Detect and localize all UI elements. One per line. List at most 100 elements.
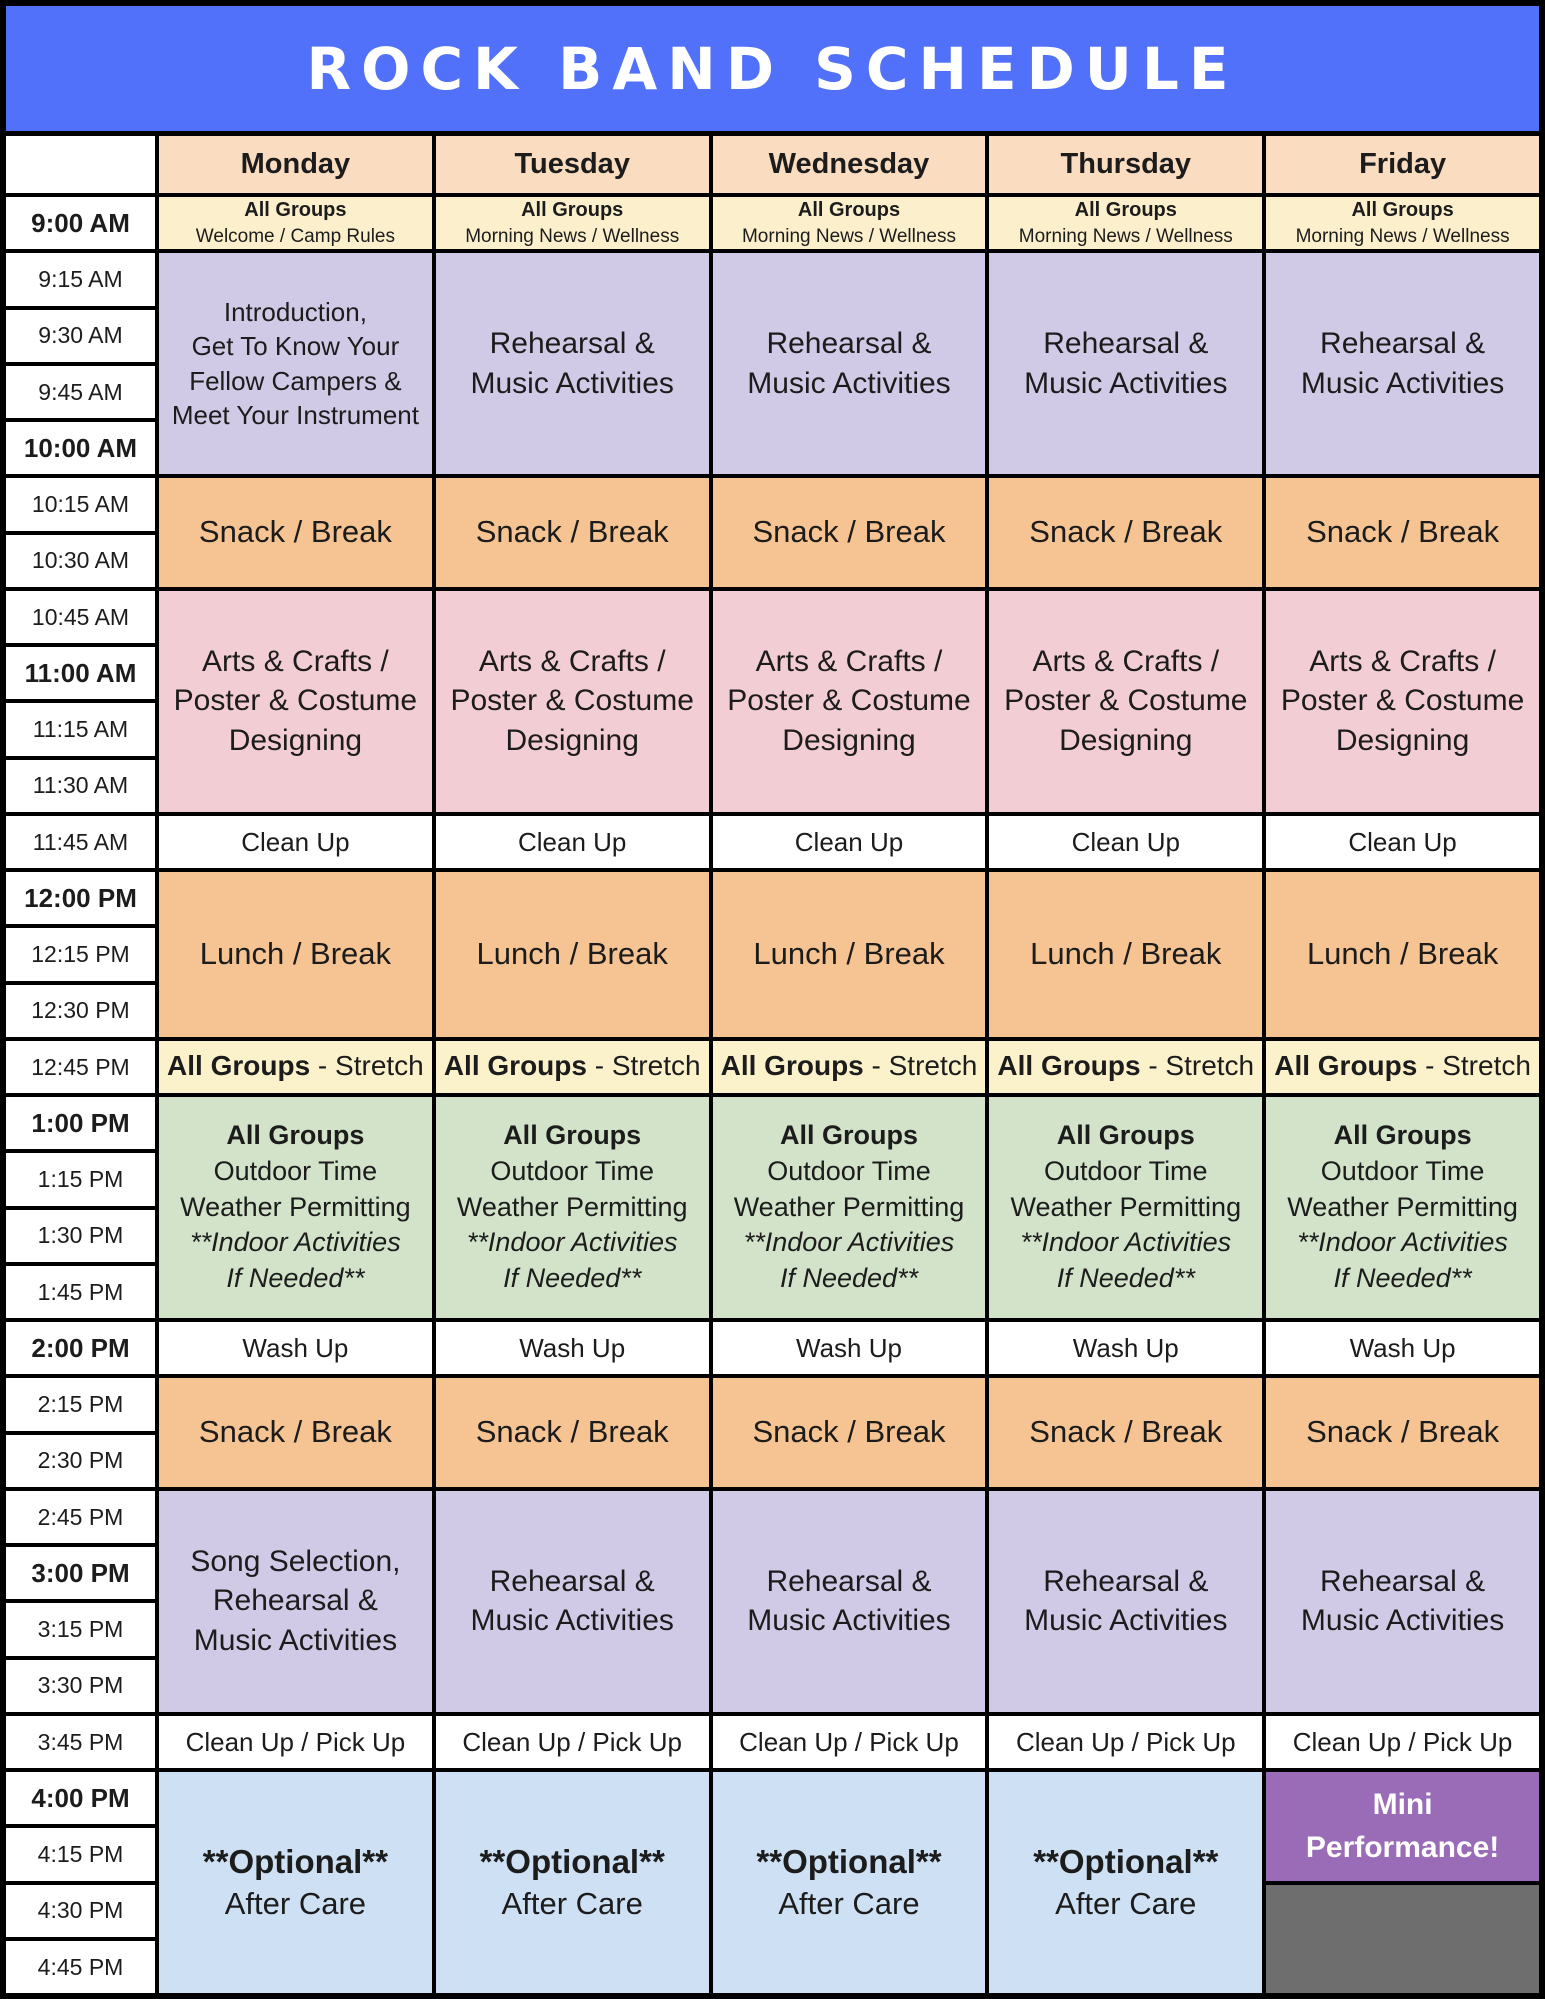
cell-thursday-arts-crafts: Arts & Crafts / Poster & Costume Designi… bbox=[989, 590, 1263, 812]
cell-line: All Groups bbox=[244, 199, 347, 222]
day-header-wednesday: Wednesday bbox=[712, 136, 986, 193]
cell-monday-lunch: Lunch / Break bbox=[159, 872, 432, 1037]
cell-line: Arts & Crafts / bbox=[1032, 644, 1220, 678]
time-label: 10:45 AM bbox=[6, 590, 155, 643]
cell-line: - Stretch bbox=[310, 1050, 424, 1082]
cell-line: Rehearsal & bbox=[212, 1584, 378, 1618]
cell-tuesday-rehearsal-am: Rehearsal & Music Activities bbox=[435, 253, 709, 475]
cell-line: Rehearsal & bbox=[489, 327, 655, 361]
cell-line: All Groups bbox=[1274, 1050, 1418, 1082]
cell-thursday-wash-up: Wash Up bbox=[989, 1322, 1263, 1375]
cell-wednesday-wash-up: Wash Up bbox=[712, 1322, 986, 1375]
cell-line: All Groups bbox=[167, 1050, 311, 1082]
cell-friday-outdoor: All Groups Outdoor Time Weather Permitti… bbox=[1266, 1097, 1539, 1318]
cell-line: Poster & Costume bbox=[727, 684, 971, 718]
cell-line: If Needed** bbox=[1056, 1262, 1195, 1293]
cell-thursday-lunch: Lunch / Break bbox=[989, 872, 1263, 1037]
day-header-friday: Friday bbox=[1266, 136, 1539, 193]
time-label: 11:30 AM bbox=[6, 759, 155, 812]
time-label: 10:30 AM bbox=[6, 534, 155, 587]
cell-line: Poster & Costume bbox=[173, 684, 418, 718]
cell-friday-clean-up-pick-up: Clean Up / Pick Up bbox=[1266, 1715, 1539, 1768]
cell-line: Outdoor Time bbox=[1044, 1156, 1208, 1187]
cell-friday-rehearsal-am: Rehearsal & Music Activities bbox=[1266, 253, 1539, 475]
cell-line: Rehearsal & bbox=[1320, 327, 1486, 361]
cell-line: After Care bbox=[501, 1885, 643, 1921]
day-header-thursday: Thursday bbox=[989, 136, 1263, 193]
cell-friday-stretch: All Groups - Stretch bbox=[1266, 1040, 1539, 1093]
cell-line: All Groups bbox=[797, 199, 901, 222]
cell-tuesday-after-care: **Optional** After Care bbox=[435, 1772, 709, 1993]
time-label: 12:00 PM bbox=[6, 872, 155, 925]
cell-line: Designing bbox=[228, 724, 363, 758]
time-label: 9:15 AM bbox=[6, 253, 155, 306]
cell-monday-clean-up: Clean Up bbox=[159, 815, 432, 868]
cell-line: Weather Permitting bbox=[733, 1191, 965, 1222]
cell-line: Outdoor Time bbox=[767, 1156, 931, 1187]
cell-line: - Stretch bbox=[863, 1050, 978, 1082]
cell-line: Music Activities bbox=[470, 366, 674, 400]
time-label: 1:15 PM bbox=[6, 1153, 155, 1206]
cell-thursday-morning-meeting: All Groups Morning News / Wellness bbox=[989, 197, 1263, 250]
corner-cell bbox=[6, 136, 155, 193]
cell-line: Arts & Crafts / bbox=[478, 644, 666, 678]
cell-line: All Groups bbox=[1333, 1120, 1472, 1151]
cell-line: - Stretch bbox=[1417, 1050, 1531, 1082]
cell-line: Welcome / Camp Rules bbox=[195, 225, 395, 247]
cell-wednesday-snack-pm: Snack / Break bbox=[712, 1378, 986, 1487]
cell-line: Morning News / Wellness bbox=[1018, 225, 1233, 247]
cell-monday-stretch: All Groups - Stretch bbox=[159, 1040, 432, 1093]
cell-wednesday-morning-meeting: All Groups Morning News / Wellness bbox=[712, 197, 986, 250]
cell-wednesday-clean-up-pick-up: Clean Up / Pick Up bbox=[712, 1715, 986, 1768]
cell-line: **Optional** bbox=[1033, 1843, 1219, 1881]
cell-tuesday-morning-meeting: All Groups Morning News / Wellness bbox=[435, 197, 709, 250]
cell-line: Get To Know Your bbox=[191, 331, 400, 362]
cell-line: Weather Permitting bbox=[180, 1191, 411, 1222]
time-label: 4:45 PM bbox=[6, 1940, 155, 1993]
cell-tuesday-snack-pm: Snack / Break bbox=[435, 1378, 709, 1487]
cell-line: All Groups bbox=[521, 199, 624, 222]
cell-line: Morning News / Wellness bbox=[741, 225, 956, 247]
time-label: 3:45 PM bbox=[6, 1715, 155, 1768]
cell-friday-mini-performance: Mini Performance! bbox=[1266, 1772, 1539, 1881]
cell-line: Music Activities bbox=[1300, 1604, 1505, 1638]
cell-line: Weather Permitting bbox=[456, 1191, 688, 1222]
day-header-monday: Monday bbox=[159, 136, 432, 193]
time-label: 3:30 PM bbox=[6, 1659, 155, 1712]
cell-monday-song-selection: Song Selection, Rehearsal & Music Activi… bbox=[159, 1490, 432, 1712]
time-label: 2:30 PM bbox=[6, 1434, 155, 1487]
time-label: 2:45 PM bbox=[6, 1490, 155, 1543]
time-label: 2:00 PM bbox=[6, 1322, 155, 1375]
cell-line: Music Activities bbox=[193, 1624, 398, 1658]
cell-tuesday-wash-up: Wash Up bbox=[435, 1322, 709, 1375]
time-label: 9:30 AM bbox=[6, 309, 155, 362]
cell-line: All Groups bbox=[997, 1050, 1141, 1082]
cell-line: If Needed** bbox=[503, 1262, 642, 1293]
cell-monday-after-care: **Optional** After Care bbox=[159, 1772, 432, 1993]
cell-line: **Optional** bbox=[756, 1843, 942, 1881]
cell-wednesday-outdoor: All Groups Outdoor Time Weather Permitti… bbox=[712, 1097, 986, 1318]
cell-line: Arts & Crafts / bbox=[202, 644, 389, 678]
cell-friday-arts-crafts: Arts & Crafts / Poster & Costume Designi… bbox=[1266, 590, 1539, 812]
cell-friday-clean-up: Clean Up bbox=[1266, 815, 1539, 868]
cell-line: **Indoor Activities bbox=[466, 1227, 678, 1258]
cell-thursday-after-care: **Optional** After Care bbox=[989, 1772, 1263, 1993]
cell-line: Rehearsal & bbox=[766, 1564, 932, 1598]
cell-line: Designing bbox=[1059, 724, 1193, 758]
schedule-grid: Monday Tuesday Wednesday Thursday Friday… bbox=[6, 136, 1539, 1993]
cell-monday-morning-meeting: All Groups Welcome / Camp Rules bbox=[159, 197, 432, 250]
cell-line: Outdoor Time bbox=[213, 1156, 378, 1187]
cell-line: Rehearsal & bbox=[1043, 1564, 1209, 1598]
cell-monday-snack-pm: Snack / Break bbox=[159, 1378, 432, 1487]
cell-tuesday-lunch: Lunch / Break bbox=[435, 872, 709, 1037]
cell-friday-snack-pm: Snack / Break bbox=[1266, 1378, 1539, 1487]
time-label: 3:15 PM bbox=[6, 1603, 155, 1656]
cell-friday-morning-meeting: All Groups Morning News / Wellness bbox=[1266, 197, 1539, 250]
cell-thursday-rehearsal-am: Rehearsal & Music Activities bbox=[989, 253, 1263, 475]
cell-friday-lunch: Lunch / Break bbox=[1266, 872, 1539, 1037]
cell-line: Rehearsal & bbox=[1320, 1564, 1486, 1598]
cell-wednesday-stretch: All Groups - Stretch bbox=[712, 1040, 986, 1093]
cell-monday-outdoor: All Groups Outdoor Time Weather Permitti… bbox=[159, 1097, 432, 1318]
cell-line: Designing bbox=[505, 724, 639, 758]
cell-line: All Groups bbox=[1351, 199, 1454, 222]
